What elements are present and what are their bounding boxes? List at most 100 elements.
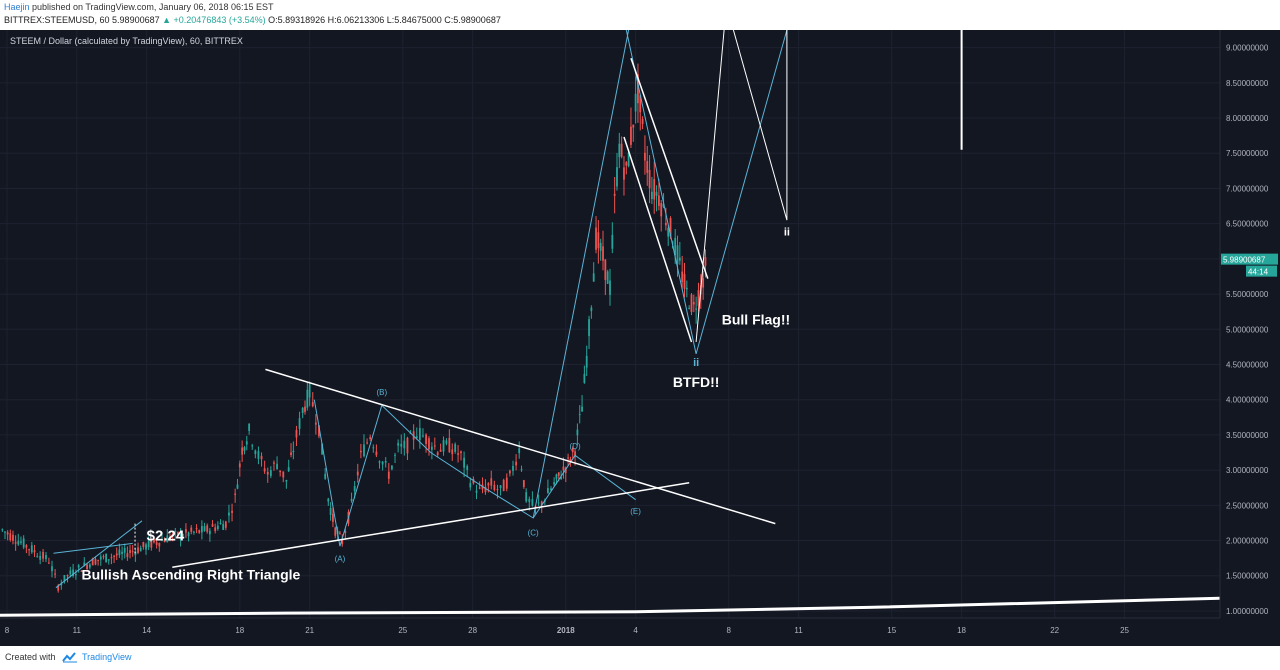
candle-body	[609, 280, 611, 295]
candle-body	[266, 471, 269, 475]
candle-body	[14, 542, 17, 544]
candle-body	[139, 547, 142, 552]
candle-body	[493, 484, 496, 490]
candle-body	[653, 179, 656, 200]
price-tick-label: 3.00000000	[1226, 466, 1269, 475]
time-tick-label: 2018	[557, 626, 575, 635]
candle-body	[206, 525, 209, 532]
candle-body	[195, 528, 198, 530]
candle-body	[613, 193, 616, 196]
chart-area[interactable]: $2.24 Bullish Ascending Right Triangle Bul…	[0, 30, 1280, 646]
candle-body	[442, 440, 445, 452]
candle-body	[145, 544, 147, 550]
candle-body	[171, 533, 174, 537]
last-price-badge	[1221, 253, 1278, 265]
candle-body	[692, 302, 695, 305]
candle-body	[231, 510, 233, 513]
candle-body	[153, 538, 155, 543]
candle-body	[678, 257, 681, 261]
wave-ii-label: ii	[693, 357, 699, 369]
candle-body	[113, 555, 115, 557]
candle-body	[216, 525, 219, 530]
candle-body	[508, 470, 511, 474]
time-tick-label: 22	[1050, 626, 1059, 635]
candle-body	[45, 554, 47, 560]
candle-body	[308, 384, 311, 398]
candle-body	[660, 203, 663, 217]
candle-body	[224, 521, 227, 528]
candle-body	[245, 441, 248, 445]
price-chart[interactable]: $2.24 Bullish Ascending Right Triangle Bul…	[0, 30, 1280, 646]
candle-body	[285, 479, 288, 482]
candle-body	[606, 271, 609, 284]
candle-body	[150, 540, 153, 548]
candle-body	[425, 434, 427, 444]
candle-body	[126, 553, 129, 558]
time-tick-label: 18	[957, 626, 966, 635]
publish-text: published on TradingView.com, January 06…	[29, 2, 274, 12]
candle-body	[279, 470, 282, 473]
candle-body	[334, 527, 337, 536]
candle-body	[22, 538, 25, 548]
candle-body	[72, 569, 75, 576]
candle-body	[318, 425, 320, 437]
candle-body	[387, 471, 390, 479]
wave-c-label: (C)	[528, 529, 539, 538]
time-tick-label: 21	[305, 626, 314, 635]
candle-body	[42, 551, 44, 559]
candle-body	[25, 545, 28, 548]
candle-body	[627, 152, 630, 167]
candle-body	[674, 237, 677, 256]
price-tick-label: 6.50000000	[1226, 220, 1269, 229]
price-axis-background	[1220, 30, 1280, 646]
last-value: 5.98900687	[112, 15, 160, 25]
candle-body	[641, 119, 644, 125]
time-tick-label: 4	[633, 626, 638, 635]
candle-body	[422, 435, 424, 437]
candle-body	[17, 540, 20, 545]
wave-d-label: (D)	[570, 442, 581, 451]
candle-body	[695, 308, 698, 310]
candle-body	[30, 545, 33, 553]
candle-body	[690, 294, 693, 313]
candle-body	[569, 459, 572, 463]
candle-body	[632, 124, 635, 128]
price-tick-label: 8.50000000	[1226, 79, 1269, 88]
candle-body	[123, 548, 126, 553]
candle-body	[295, 430, 298, 438]
candle-body	[502, 479, 505, 492]
price-tick-label: 4.00000000	[1226, 396, 1269, 405]
candle-body	[702, 278, 705, 288]
candle-body	[505, 477, 508, 489]
ohlc-values: O:5.89318926 H:6.06213306 L:5.84675000 C…	[268, 15, 501, 25]
candle-body	[604, 259, 607, 280]
candle-body	[688, 307, 691, 309]
candle-body	[618, 143, 621, 158]
candle-body	[651, 191, 653, 199]
candle-body	[394, 454, 396, 456]
candle-body	[403, 440, 406, 449]
candle-body	[91, 558, 94, 566]
candle-body	[525, 492, 528, 502]
tradingview-link[interactable]: TradingView	[82, 652, 132, 662]
candle-body	[397, 443, 400, 446]
price-tick-label: 5.50000000	[1226, 290, 1269, 299]
candle-body	[537, 502, 540, 504]
candle-body	[359, 450, 362, 453]
candle-body	[248, 423, 251, 431]
candle-body	[623, 167, 625, 180]
candle-body	[121, 551, 123, 554]
candle-body	[375, 451, 378, 456]
candle-body	[484, 486, 487, 493]
candle-body	[190, 527, 193, 532]
candle-body	[200, 526, 203, 533]
time-tick-label: 15	[887, 626, 896, 635]
author-link[interactable]: Haejin	[4, 2, 30, 12]
candle-body	[311, 401, 314, 407]
candle-body	[83, 562, 86, 566]
impulse-line	[532, 30, 630, 519]
candle-body	[616, 167, 618, 187]
candle-body	[460, 451, 462, 454]
price-tick-label: 7.00000000	[1226, 184, 1269, 193]
candle-body	[238, 463, 241, 468]
